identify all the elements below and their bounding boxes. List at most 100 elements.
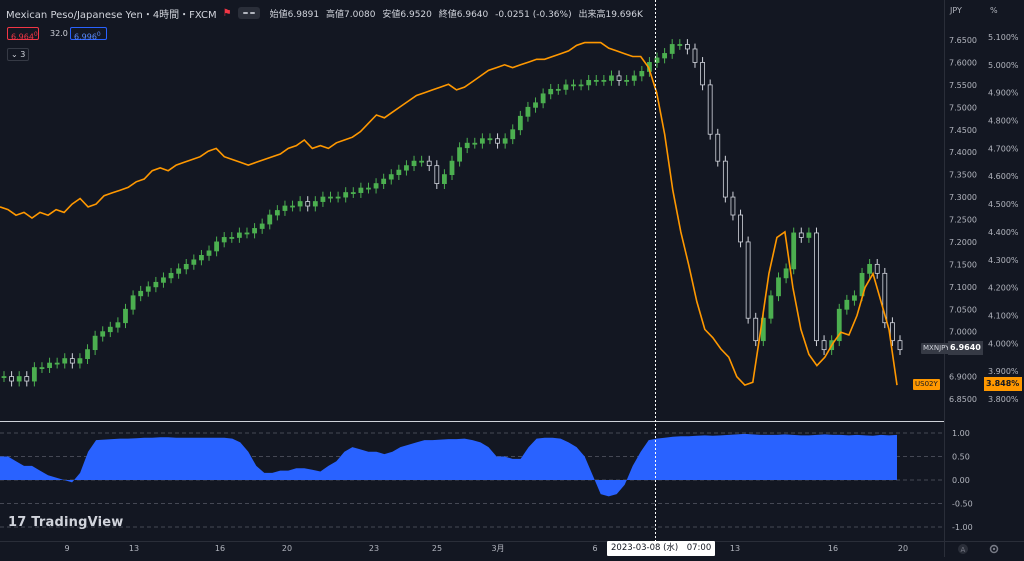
ohlc-values: 始値6.9891 高値7.0080 安値6.9520 終値6.9640 -0.0… — [270, 7, 647, 20]
svg-text:A: A — [961, 546, 966, 554]
candle-body — [601, 79, 607, 82]
oscillator-tick-label: 0.00 — [952, 476, 970, 485]
candle-body — [798, 232, 804, 238]
visibility-toggle-icon[interactable] — [237, 7, 260, 19]
candle-body — [183, 263, 189, 270]
buy-button[interactable]: 6.9960 — [70, 27, 107, 42]
candle-body — [616, 75, 622, 81]
price-tick-label: 6.9000 — [949, 373, 977, 382]
candle-body — [1, 376, 7, 378]
time-tick-label: 20 — [282, 544, 292, 553]
candle-body — [312, 201, 318, 207]
candle-body — [191, 259, 197, 265]
candle-body — [753, 317, 759, 342]
time-tick-label: 25 — [432, 544, 442, 553]
brand-name: TradingView — [31, 515, 124, 530]
candle-body — [236, 232, 242, 238]
percent-tick-label: 3.900% — [988, 367, 1019, 376]
percent-tick-label: 4.700% — [988, 144, 1019, 153]
candle-body — [442, 174, 447, 184]
mxnjpy-price-label: 6.9640 — [948, 341, 983, 355]
oscillator-tick-label: -1.00 — [952, 523, 973, 532]
symbol-legend[interactable]: Mexican Peso/Japanese Yen・4時間・FXCM ⚑ 始値6… — [6, 6, 647, 21]
auto-scale-icon[interactable]: A — [957, 543, 969, 555]
candle-body — [244, 232, 250, 235]
candle-body — [221, 237, 227, 243]
price-tick-label: 7.4000 — [949, 148, 977, 157]
candle-body — [533, 102, 538, 108]
open-value: 始値6.9891 — [269, 9, 320, 20]
candle-body — [54, 362, 60, 365]
sell-price-superscript: 0 — [33, 31, 38, 38]
price-unit-label[interactable]: JPY — [950, 6, 962, 15]
price-tick-label: 7.4500 — [949, 126, 977, 135]
candle-body — [624, 79, 630, 82]
candle-body — [563, 84, 569, 90]
sell-price: 6.964 — [11, 32, 34, 42]
candle-body — [24, 376, 30, 382]
candle-body — [282, 205, 288, 211]
candle-body — [16, 376, 22, 382]
settings-gear-icon[interactable] — [988, 543, 1000, 555]
candle-body — [373, 183, 379, 189]
percent-tick-label: 4.900% — [988, 89, 1019, 98]
candle-body — [39, 367, 45, 369]
candle-body — [47, 362, 52, 368]
percent-tick-label: 3.800% — [988, 395, 1019, 404]
percent-tick-label: 4.200% — [988, 284, 1019, 293]
time-tick-label: 16 — [215, 544, 225, 553]
candle-body — [457, 147, 462, 162]
percent-tick-label: 5.100% — [988, 33, 1019, 42]
symbol-title[interactable]: Mexican Peso/Japanese Yen・4時間・FXCM — [6, 9, 217, 21]
candle-body — [890, 322, 895, 342]
indicators-collapse-button[interactable]: ⌄ 3 — [7, 48, 30, 61]
percent-axis-ticks: 5.100% 5.000% 4.900% 4.800% 4.700% 4.600% 4.50… — [988, 33, 1019, 404]
tradingview-logo[interactable]: 17 TradingView — [8, 515, 124, 530]
candle-body — [662, 53, 668, 59]
us02y-name-tag: US02Y — [913, 379, 940, 390]
candle-body — [502, 138, 508, 144]
buy-price-superscript: 0 — [96, 31, 101, 38]
candle-body — [69, 358, 75, 364]
candle-body — [107, 326, 113, 333]
candle-body — [388, 174, 394, 180]
price-tick-label: 7.3500 — [949, 171, 977, 180]
price-tick-label: 7.2500 — [949, 216, 977, 225]
price-axis-ticks: 7.6500 7.6000 7.5500 7.5000 7.4500 7.4000 7.35… — [949, 36, 977, 404]
time-tick-label: 16 — [828, 544, 838, 553]
candle-body — [684, 44, 690, 50]
candle-body — [715, 133, 721, 162]
candle-body — [305, 201, 311, 207]
percent-unit-label[interactable]: % — [990, 6, 998, 15]
candle-body — [472, 142, 478, 145]
candle-body — [882, 272, 888, 324]
chevron-down-icon: ⌄ — [11, 50, 18, 59]
candle-body — [320, 196, 326, 202]
price-tick-label: 7.6500 — [949, 36, 977, 45]
candle-body — [290, 205, 295, 208]
candle-body — [897, 340, 903, 351]
candle-body — [168, 272, 174, 279]
candle-body — [768, 295, 774, 319]
sell-button[interactable]: 6.9640 — [7, 27, 39, 42]
candle-body — [867, 263, 873, 274]
candle-body — [176, 268, 182, 274]
candle-body — [479, 138, 485, 144]
candle-body — [669, 44, 675, 54]
candle-body — [259, 223, 265, 229]
candle-body — [366, 187, 371, 190]
time-tick-label: 13 — [129, 544, 139, 553]
candle-body — [639, 71, 645, 77]
flag-icon[interactable]: ⚑ — [222, 7, 232, 19]
time-axis-ticks: 9 13 16 20 23 25 3月 6 13 16 20 — [64, 544, 908, 553]
candle-body — [62, 358, 68, 364]
candle-body — [510, 129, 516, 140]
candle-body — [677, 44, 683, 46]
candle-body — [31, 367, 37, 382]
volume-value: 出来高19.696K — [578, 9, 643, 20]
candle-body — [267, 214, 273, 225]
candle-body — [199, 254, 204, 261]
price-tick-label: 7.5000 — [949, 103, 977, 112]
us02y-value-label: 3.848% — [984, 377, 1022, 391]
